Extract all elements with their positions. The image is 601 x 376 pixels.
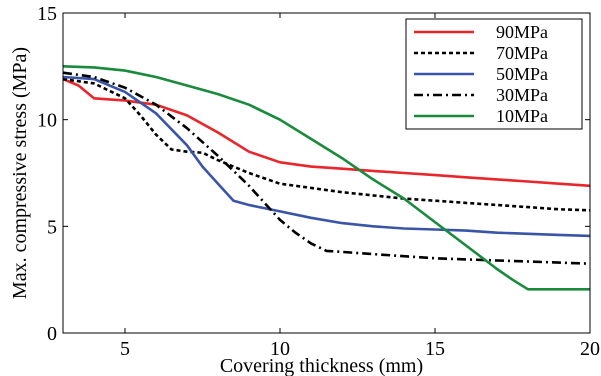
- y-tick-label: 10: [37, 110, 57, 132]
- plot-frame: [62, 12, 591, 334]
- x-tick-label: 15: [425, 338, 445, 360]
- series-line-90MPa: [62, 77, 591, 188]
- legend-label-10MPa: 10MPa: [496, 106, 548, 126]
- y-tick-label: 0: [47, 323, 57, 345]
- series-line-10MPa: [62, 65, 590, 291]
- ticks-layer: 5 10 15 20 0 5 10 15: [37, 3, 600, 360]
- y-tick-label: 5: [47, 216, 57, 238]
- x-tick-label: 10: [270, 338, 290, 360]
- legend-label-50MPa: 50MPa: [496, 64, 548, 84]
- legend-label-70MPa: 70MPa: [496, 43, 548, 63]
- y-tick-label: 15: [37, 3, 57, 25]
- series-layer: [62, 65, 591, 291]
- series-line-70MPa: [62, 77, 591, 212]
- x-tick-label: 20: [580, 338, 600, 360]
- legend-label-30MPa: 30MPa: [496, 85, 548, 105]
- x-axis-label: Covering thickness (mm): [220, 355, 423, 376]
- y-axis-label: Max. compressive stress (MPa): [9, 47, 31, 299]
- x-tick-label: 5: [120, 338, 130, 360]
- series-line-50MPa: [62, 75, 591, 238]
- legend-label-90MPa: 90MPa: [496, 22, 548, 42]
